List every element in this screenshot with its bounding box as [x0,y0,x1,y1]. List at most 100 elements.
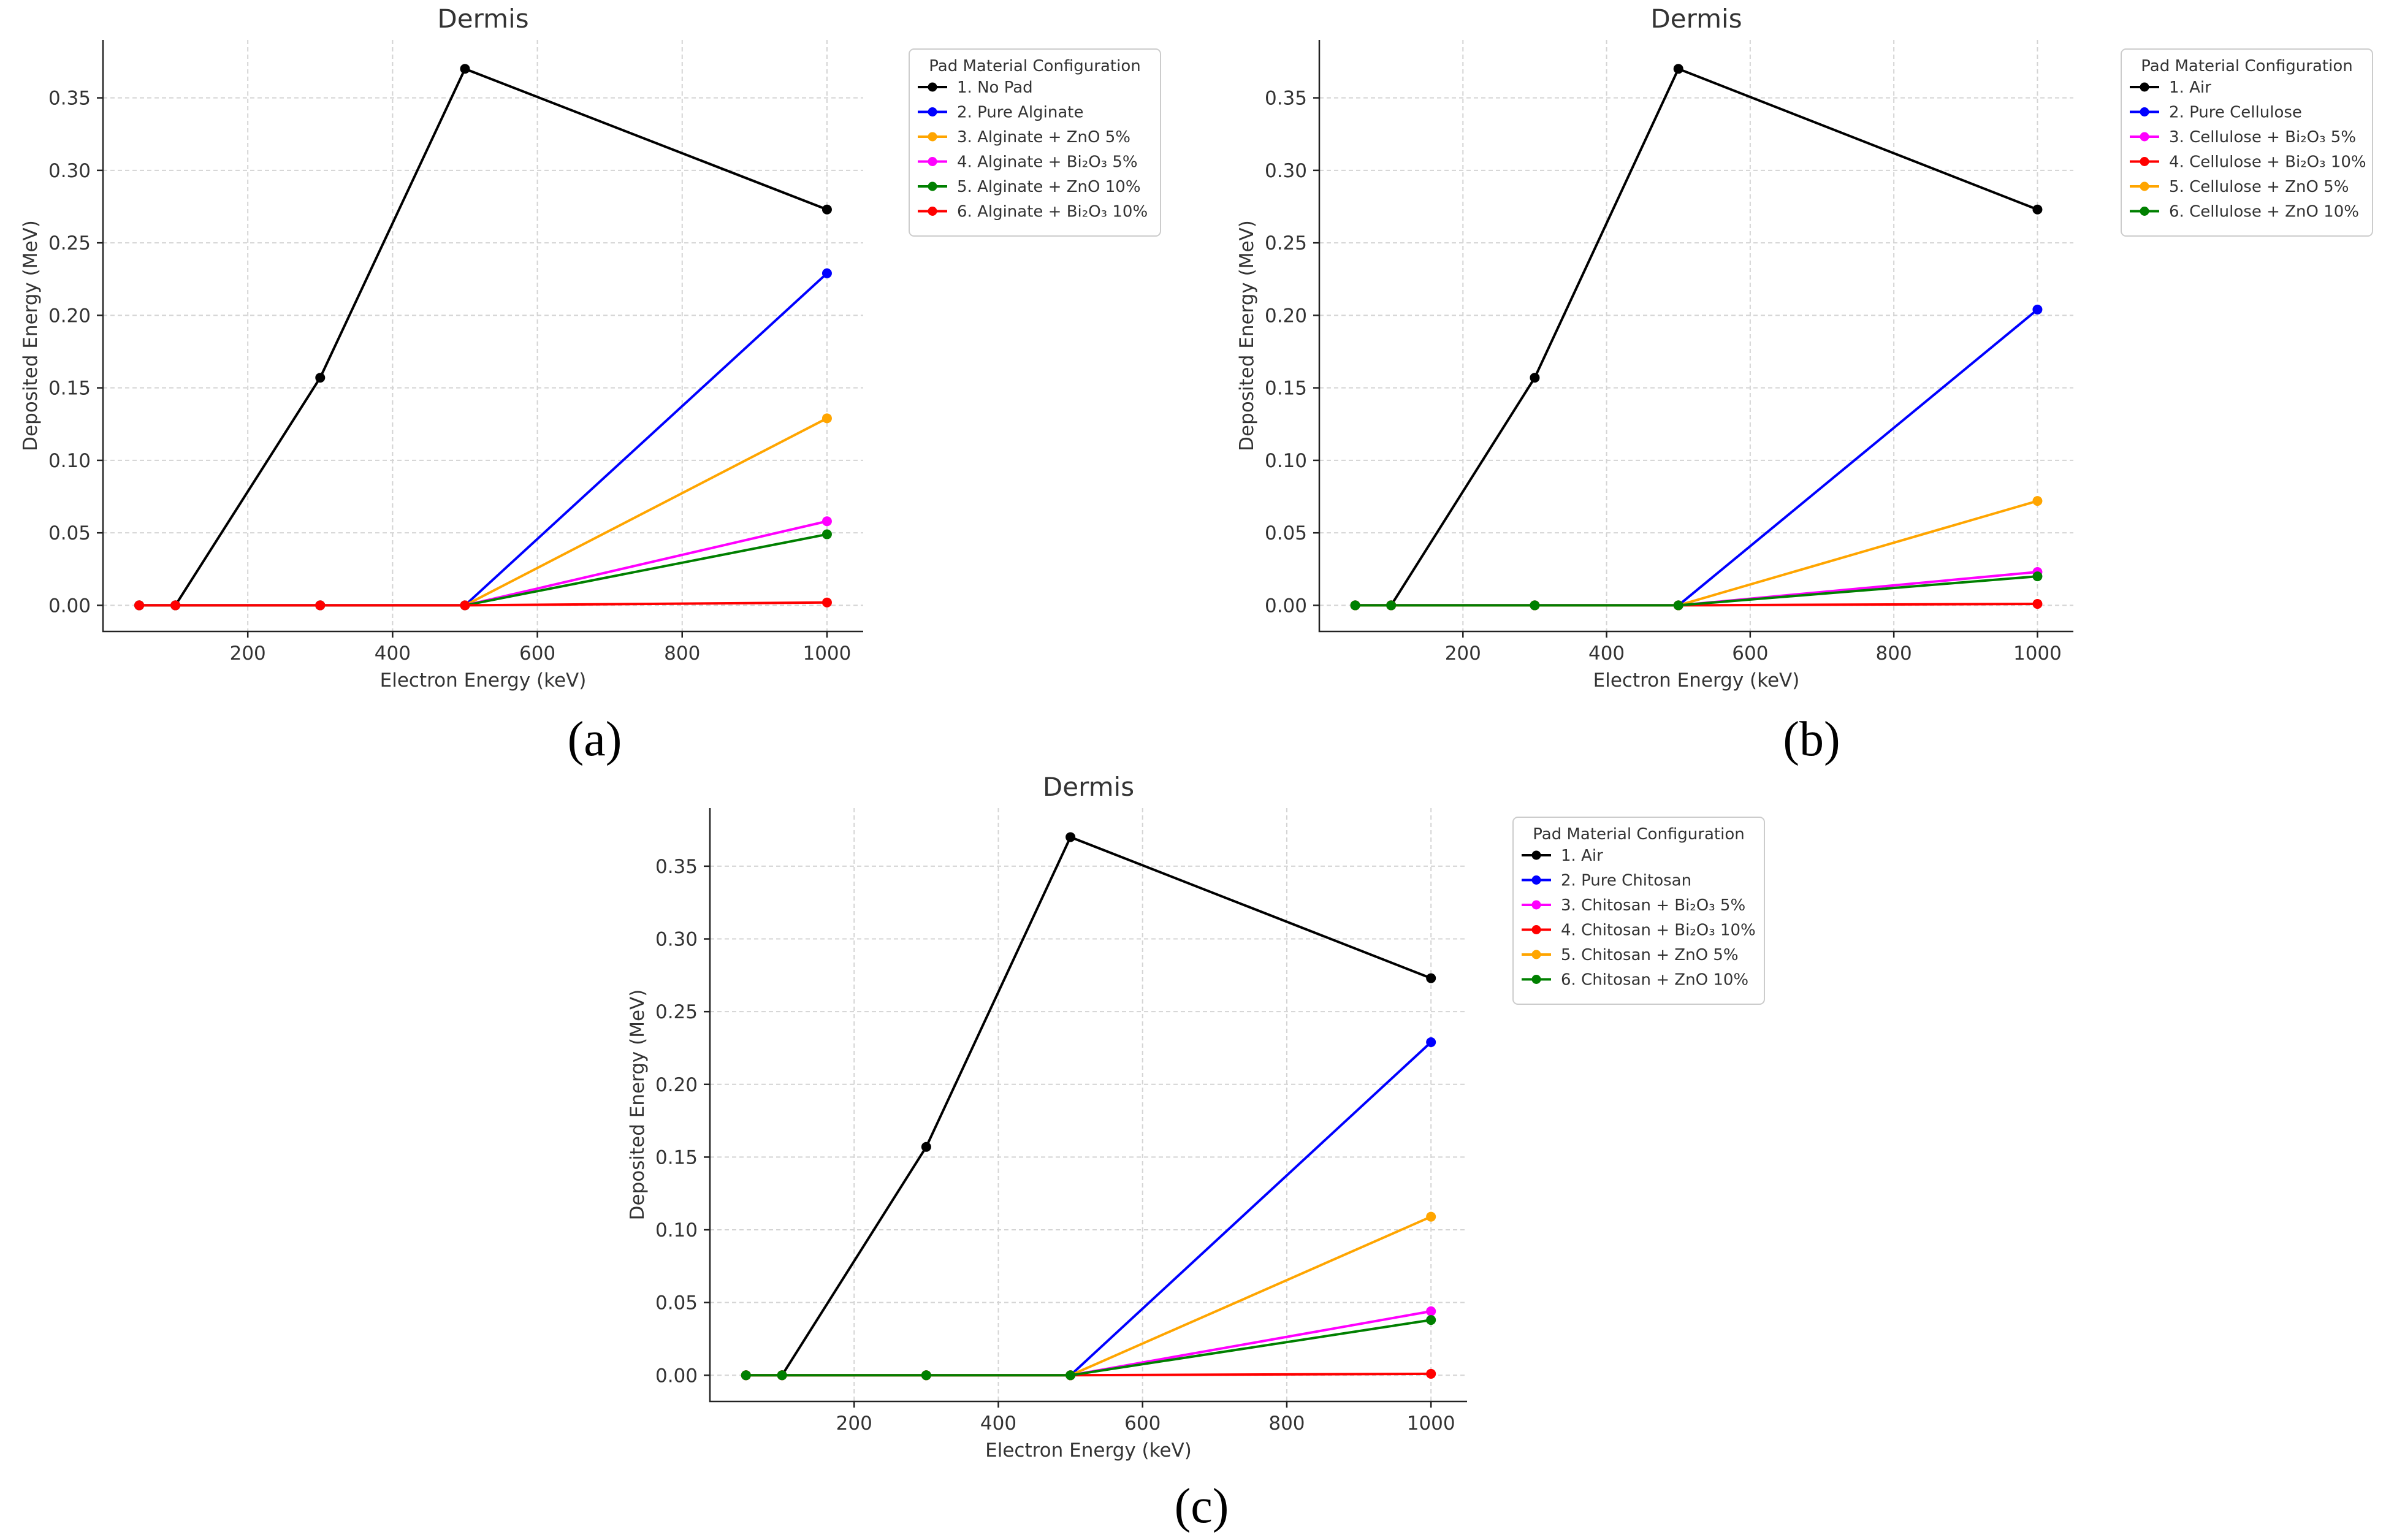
data-point [822,204,832,215]
y-tick-label: 0.35 [1265,88,1307,110]
data-point [822,597,832,608]
series-line [1355,308,2038,607]
data-point [777,1370,787,1381]
data-point [921,1370,931,1381]
y-tick-label: 0.05 [1265,522,1307,544]
legend-swatch-marker [1531,900,1541,910]
y-tick-label: 0.00 [1265,595,1307,617]
y-tick-label: 0.10 [48,450,91,472]
axes-spines [1318,40,2073,633]
data-point [822,529,832,539]
series-line [1355,67,2038,607]
y-tick-label: 0.10 [655,1219,698,1241]
series-1 [741,832,1436,1381]
legend-box [1512,817,1765,1005]
data-point [315,600,326,611]
y-tick-label: 0.35 [655,856,698,878]
x-tick-label: 1000 [802,642,851,665]
legend-entry: 1. Air [2169,78,2211,97]
data-point [315,373,326,383]
chart-panel-b: 200 400 600 800 1000 0.00 0.05 0.10 0.15 0.20 0.25… [1236,4,2373,692]
data-point [1065,832,1076,842]
data-point [1530,373,1540,383]
legend-swatch-marker [2140,157,2149,166]
series-6 [134,597,832,611]
legend-box [2121,48,2373,237]
x-tick-label: 600 [1124,1412,1161,1435]
legend-entry: 2. Pure Alginate [957,104,1084,122]
legend-entry: 2. Pure Chitosan [1561,872,1691,890]
data-point [1426,1368,1436,1379]
legend-entry: 5. Alginate + ZnO 10% [957,178,1141,196]
legend-swatch-marker [1531,950,1541,959]
gridlines [1319,40,2073,631]
legend-entry: 5. Cellulose + ZnO 5% [2169,178,2349,196]
x-tick-label: 400 [375,642,411,665]
series-line [139,520,828,607]
y-axis-label: Deposited Energy (MeV) [20,220,42,451]
legend-swatch-marker [1531,975,1541,984]
series-5 [1350,496,2043,611]
x-axis-label: Electron Energy (keV) [380,669,587,692]
legend-entry: 6. Cellulose + ZnO 10% [2169,203,2359,221]
legend-entry: 1. No Pad [957,78,1033,97]
legend-swatch-marker [928,107,937,116]
x-axis-label: Electron Energy (keV) [985,1439,1192,1462]
legend-swatch-marker [1531,925,1541,934]
y-tick-label: 0.25 [655,1001,698,1023]
data-point [2032,304,2043,314]
legend-swatch-marker [928,157,937,166]
data-point [1350,600,1360,611]
x-tick-label: 800 [664,642,700,665]
data-point [1426,1315,1436,1325]
y-tick-label: 0.15 [655,1146,698,1168]
series-line [139,417,828,607]
series-line [745,836,1431,1377]
data-point [1673,64,1683,74]
x-tick-label: 400 [980,1412,1016,1435]
legend: Pad Material Configuration 1. Air 2. Pure … [1512,817,1765,1005]
series-3 [134,413,832,611]
y-axis-label: Deposited Energy (MeV) [627,989,649,1221]
gridlines [103,40,863,631]
chart-title: Dermis [437,4,528,34]
series-2 [134,268,832,611]
series-line [745,1309,1431,1377]
legend-entry: 4. Alginate + Bi₂O₃ 5% [957,153,1138,172]
data-point [822,516,832,527]
legend-swatch-marker [928,207,937,216]
y-axis-label: Deposited Energy (MeV) [1236,220,1258,451]
legend-entry: 3. Cellulose + Bi₂O₃ 5% [2169,128,2356,147]
x-axis-label: Electron Energy (keV) [1593,669,1800,692]
legend-entry: 6. Chitosan + ZnO 10% [1561,971,1748,989]
y-tick-label: 0.30 [1265,160,1307,182]
legend: Pad Material Configuration 1. Air 2. Pure … [2121,48,2373,237]
legend-box [909,48,1161,237]
series-1 [134,64,832,611]
legend-entry: 5. Chitosan + ZnO 5% [1561,946,1739,964]
legend-swatch-marker [1531,850,1541,860]
legend-swatch-marker [2140,107,2149,116]
data-point [1426,1306,1436,1316]
x-tick-label: 200 [230,642,266,665]
x-tick-label: 200 [1445,642,1481,665]
y-tick-label: 0.20 [48,305,91,327]
chart-panel-c: 200 400 600 800 1000 0.00 0.05 0.10 0.15 0.20 0.25… [627,772,1765,1462]
y-tick-label: 0.25 [1265,232,1307,254]
x-tick-label: 400 [1588,642,1625,665]
series-line [139,67,828,607]
legend-entry: 6. Alginate + Bi₂O₃ 10% [957,203,1148,221]
legend-title: Pad Material Configuration [1533,825,1744,844]
legend-swatch-marker [2140,181,2149,191]
data-point [2032,599,2043,609]
data-point [741,1370,751,1381]
legend-title: Pad Material Configuration [929,57,1140,75]
series-5 [741,1211,1436,1381]
legend-entry: 2. Pure Cellulose [2169,104,2302,122]
data-point [1386,600,1397,611]
gridlines [710,808,1467,1401]
data-point [921,1142,931,1152]
chart-title: Dermis [1650,4,1742,34]
data-point [1065,1370,1076,1381]
